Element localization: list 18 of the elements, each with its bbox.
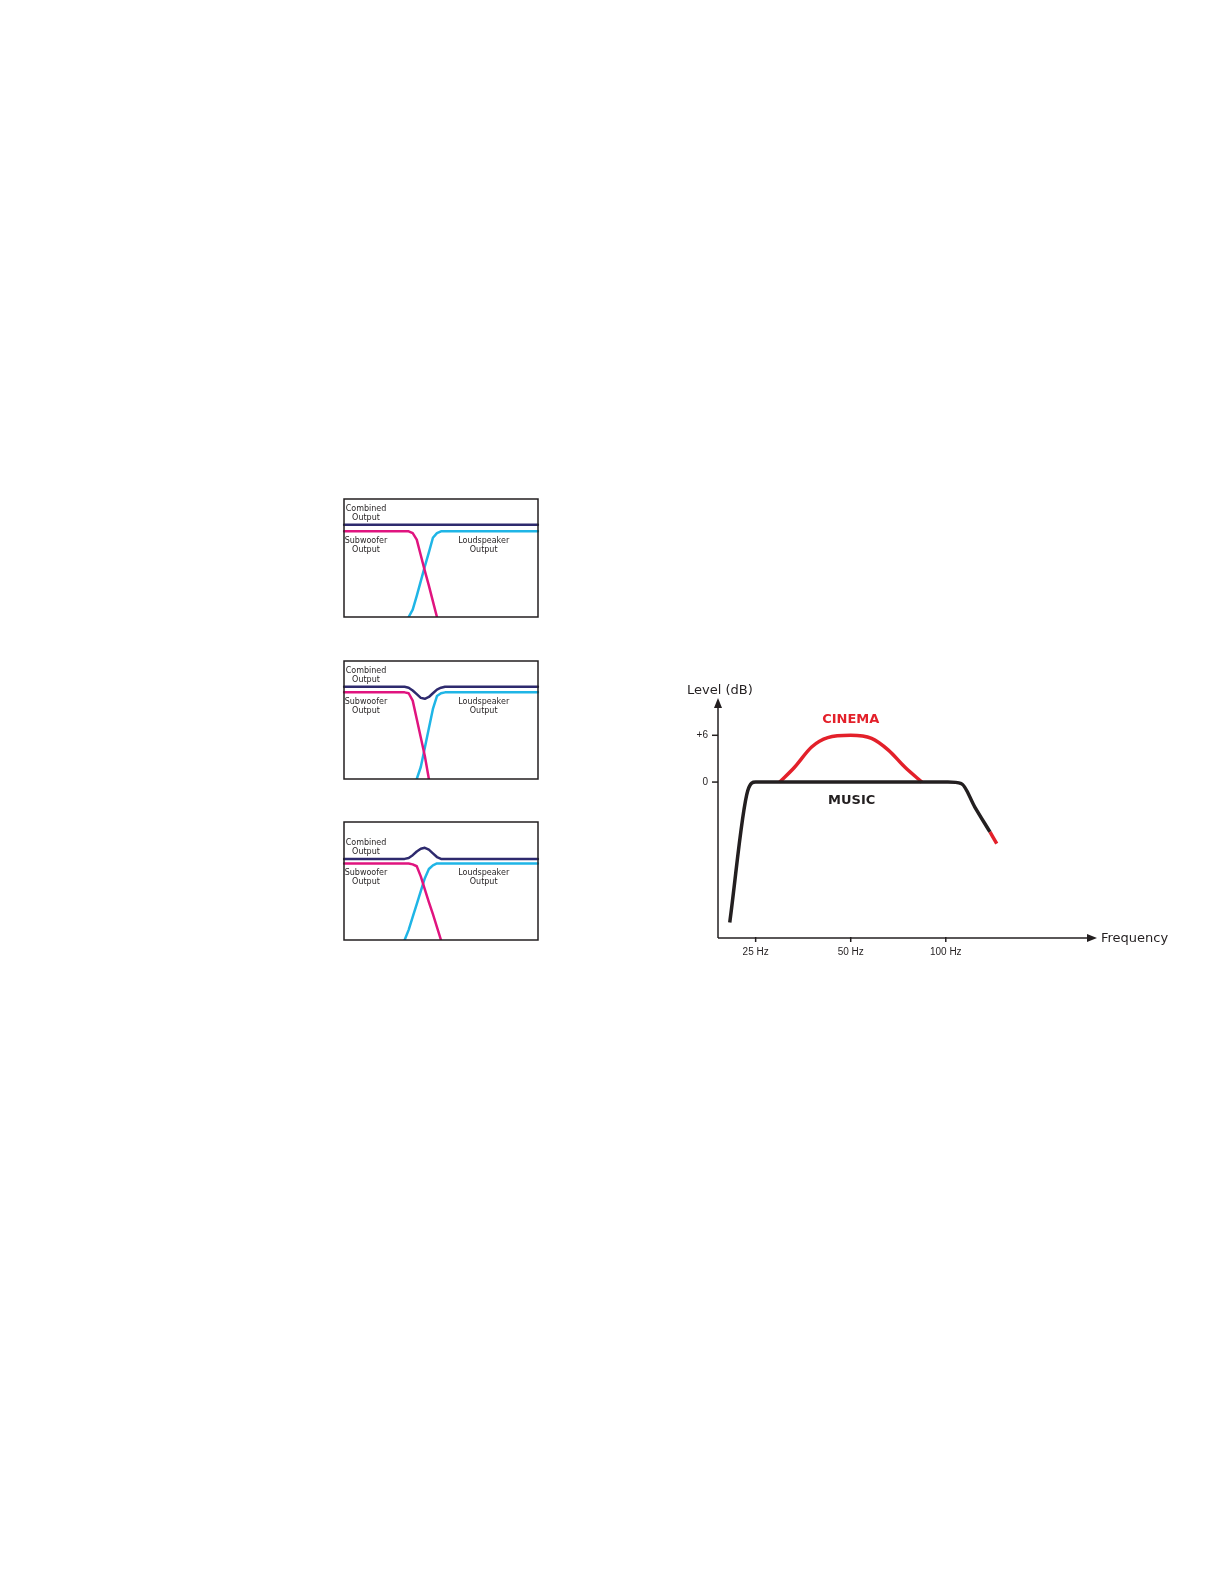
y-axis-title: Level (dB)	[687, 682, 753, 697]
series-label: Combined Output	[345, 503, 387, 522]
series-label: Combined Output	[345, 665, 387, 684]
series-label: Loudspeaker Output	[458, 868, 510, 887]
series-label: Subwoofer Output	[344, 868, 388, 887]
y-tick-label: 0	[702, 775, 709, 787]
x-tick-label: 25 Hz	[742, 945, 769, 957]
series-label: Subwoofer Output	[344, 697, 388, 716]
x-tick-label: 50 Hz	[837, 945, 864, 957]
x-axis-title: Frequency	[1101, 930, 1169, 945]
series-label: MUSIC	[828, 792, 876, 808]
series-label: Combined Output	[345, 837, 387, 856]
series-label: CINEMA	[822, 711, 880, 727]
series-label: Loudspeaker Output	[458, 536, 510, 555]
series-label: Loudspeaker Output	[458, 697, 510, 716]
series-label: Subwoofer Output	[344, 536, 388, 555]
x-tick-label: 100 Hz	[929, 945, 962, 957]
y-tick-label: +6	[696, 729, 709, 741]
